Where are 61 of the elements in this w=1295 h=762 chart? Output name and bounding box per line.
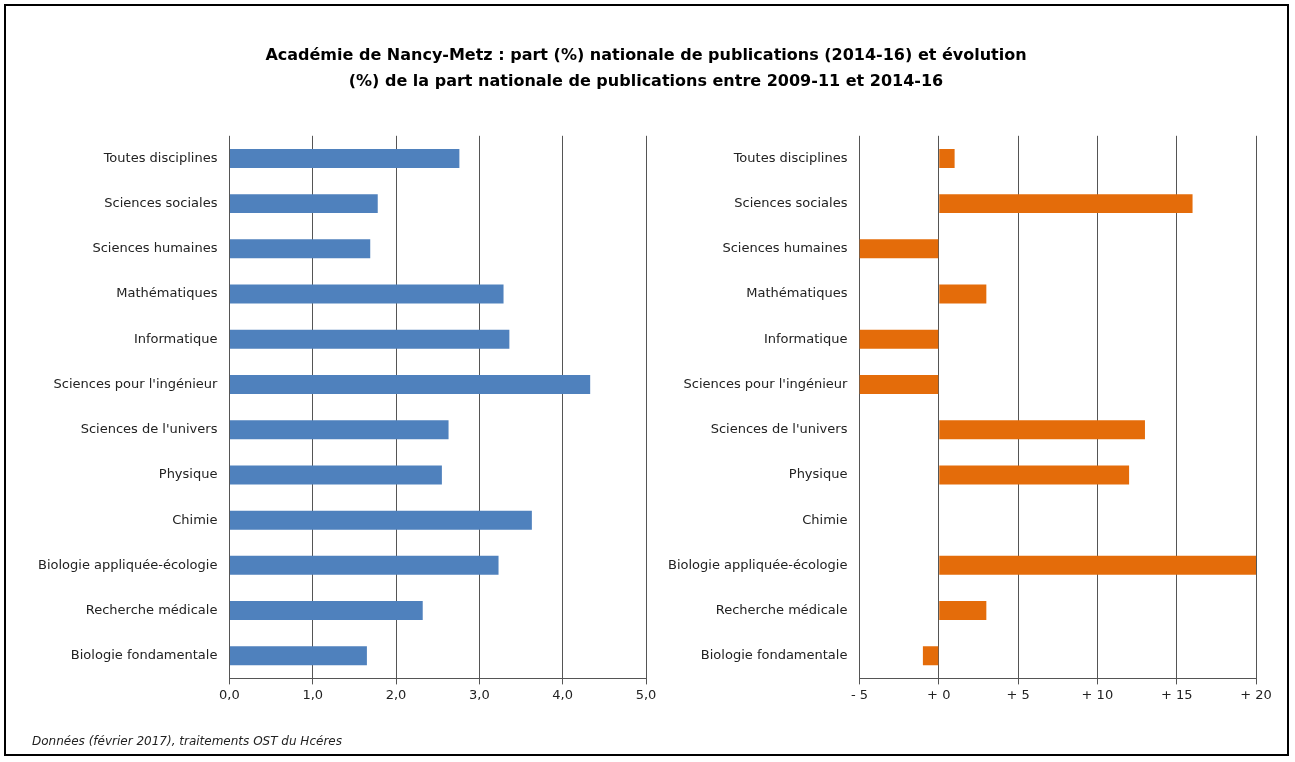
bar	[229, 239, 371, 259]
bar	[229, 420, 449, 440]
bar	[939, 194, 1193, 214]
bar	[229, 284, 504, 304]
x-tick-label: - 5	[850, 686, 868, 702]
y-tick-label: Sciences humaines	[92, 240, 218, 256]
text: Données (février 2017), traitements OST du Hcéres	[32, 734, 342, 748]
x-tick-label: 4,0	[552, 686, 574, 702]
bar	[939, 465, 1130, 485]
bar	[939, 420, 1145, 440]
bar	[859, 375, 939, 394]
bar	[229, 601, 423, 621]
bar	[229, 329, 510, 349]
y-tick-label: Sciences de l'univers	[710, 421, 848, 437]
bar	[939, 555, 1256, 575]
x-tick-label: + 20	[1240, 686, 1272, 702]
y-tick-label: Informatique	[763, 330, 848, 346]
y-tick-label: Sciences humaines	[722, 240, 848, 256]
bar	[229, 194, 378, 214]
y-tick-label: Sciences sociales	[104, 195, 218, 210]
bar	[939, 284, 987, 304]
x-tick-label: 2,0	[385, 686, 407, 702]
y-tick-label: Chimie	[802, 511, 848, 527]
y-tick-label: Sciences pour l'ingénieur	[683, 375, 849, 391]
bar	[229, 646, 367, 666]
bar	[939, 148, 955, 168]
y-tick-label: Biologie fondamentale	[700, 647, 848, 663]
y-tick-label: Physique	[788, 466, 848, 482]
y-tick-label: Biologie appliquée-écologie	[37, 556, 218, 572]
y-tick-label: Biologie fondamentale	[70, 647, 218, 663]
y-tick-label: Recherche médicale	[715, 601, 848, 617]
bar	[229, 148, 460, 168]
bar	[859, 329, 939, 349]
x-tick-label: 3,0	[469, 686, 490, 702]
y-tick-label: Informatique	[133, 330, 218, 346]
x-tick-label: + 10	[1081, 686, 1114, 702]
x-tick-label: + 5	[1006, 686, 1030, 702]
bar	[939, 601, 987, 621]
bar	[859, 239, 939, 259]
bar	[229, 510, 532, 530]
y-tick-label: Mathématiques	[746, 285, 848, 301]
y-tick-label: Recherche médicale	[85, 601, 218, 617]
x-tick-label: 1,0	[302, 686, 324, 702]
chart-title: Académie de Nancy-Metz : part (%) nationale de publications (2014-16) et évolution (%) de la part nationale de publications entre 2009-11 et 2014-16	[264, 44, 1028, 92]
y-tick-label: Mathématiques	[116, 285, 218, 301]
x-tick-label: + 15	[1160, 686, 1193, 702]
y-tick-label: Toutes disciplines	[732, 149, 848, 165]
bar	[229, 555, 499, 575]
y-tick-label: Chimie	[172, 511, 218, 527]
y-tick-label: Sciences de l'univers	[80, 421, 218, 437]
bar	[922, 646, 939, 666]
x-tick-label: 5,0	[635, 686, 657, 702]
y-tick-label: Sciences sociales	[734, 195, 848, 210]
y-tick-label: Physique	[158, 466, 218, 482]
y-tick-label: Biologie appliquée-écologie	[667, 556, 848, 572]
x-tick-label: 0,0	[219, 686, 240, 702]
y-tick-label: Toutes disciplines	[102, 149, 218, 165]
bar	[229, 375, 591, 394]
y-tick-label: Sciences pour l'ingénieur	[53, 375, 219, 391]
bar	[229, 465, 442, 485]
x-tick-label: + 0	[927, 686, 951, 702]
